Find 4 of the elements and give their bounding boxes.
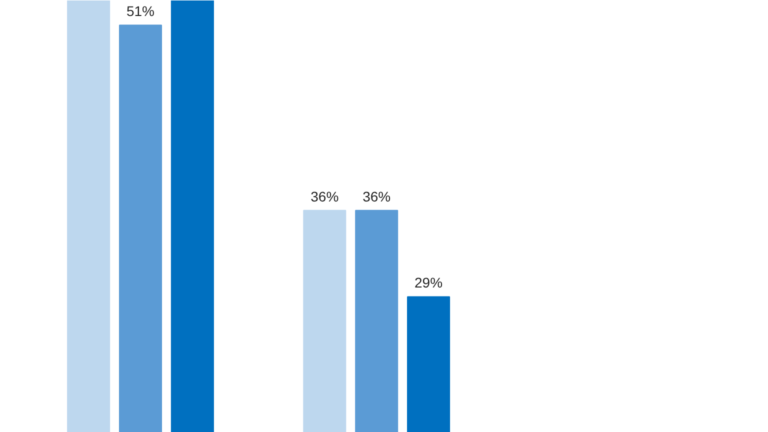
data-label: 29% bbox=[414, 274, 443, 291]
data-label: 36% bbox=[362, 188, 391, 204]
data-label: 51% bbox=[126, 3, 155, 20]
data-label: 36% bbox=[310, 188, 339, 204]
